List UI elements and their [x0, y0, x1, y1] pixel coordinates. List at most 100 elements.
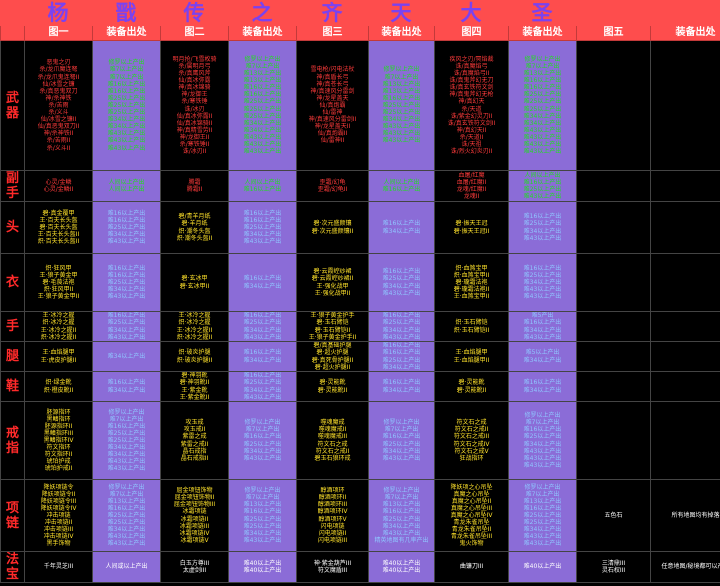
- cell-line: 碧·灵能靴II: [456, 386, 487, 394]
- cell-line: 难16以上产出: [382, 379, 421, 387]
- cell-line: 碧·毛茛法袍: [42, 278, 75, 286]
- cell-line: 符文魔盾III: [317, 567, 348, 574]
- table-cell: 炽·狂风甲 王·狼子黄金甲 碧·毛茛法袍 炽·狂风甲II 王·狼子黄金甲II: [24, 253, 93, 312]
- cell-line: 难25以上产出: [243, 522, 282, 530]
- cell-line: 黑鳍指环: [46, 415, 71, 423]
- cell-line: 难34以上产出: [107, 116, 146, 124]
- cell-line: 所有地图均有掉落: [671, 511, 720, 519]
- cell-line: 杀/真鹰风斧: [178, 70, 211, 78]
- table-cell: 难16以上产出 难16以上产出 难25以上产出 难34以上产出: [368, 341, 435, 372]
- cell-line: 冲击项链III: [43, 526, 74, 534]
- cell-line: 难13以上产出: [243, 501, 282, 509]
- cell-line: 难16以上产出: [243, 433, 282, 441]
- cell-line: 难34以上产出: [523, 526, 562, 534]
- cell-line: 难16以上产出: [523, 504, 562, 512]
- cell-line: 难13以上产出: [382, 501, 421, 509]
- cell-line: 炽·玻炎护腿: [178, 349, 211, 357]
- cell-line: 炽·潮冬头盔II: [176, 234, 213, 242]
- cell-line: 杀/天道: [461, 105, 482, 113]
- cell-line: 王·狼子黄金甲: [39, 271, 78, 279]
- cell-line: 鬼火饰物: [459, 540, 484, 548]
- cell-line: 杀/天道II: [459, 133, 484, 141]
- column-header: 装备出处: [368, 25, 435, 41]
- table-cell: [650, 371, 720, 402]
- title-char: 之: [228, 0, 297, 26]
- cell-line: 千年灵芝III: [43, 563, 74, 571]
- cell-line: 难16以上产出: [523, 213, 562, 221]
- cell-line: 神/龙星盖天II: [314, 123, 351, 131]
- cell-line: 仙/真炮霸: [319, 101, 346, 109]
- cell-line: 难16以上产出: [523, 178, 562, 186]
- cell-line: 胚源指环: [46, 408, 71, 416]
- cell-line: 难34以上产出: [107, 451, 146, 459]
- cell-line: 闪电项链: [320, 522, 345, 530]
- cell-line: 冰霜项链II: [180, 515, 209, 523]
- cell-line: 炽·冰冷之握II: [40, 333, 77, 341]
- cell-line: 王·狼子黄金护手: [310, 312, 355, 320]
- column-header: 装备出处: [228, 25, 297, 41]
- cell-line: 碧·云霞崆纱裙: [313, 268, 352, 276]
- header-corner: [0, 25, 25, 41]
- table-cell: 王·冰冷之握 炽·冰冷之握 王·冰冷之握II 炽·冰冷之握II: [24, 311, 93, 342]
- cell-line: 碧·神羽靴: [181, 372, 208, 380]
- cell-line: 仙/冰雪之镰II: [40, 116, 77, 124]
- cell-line: 碧·超火护腿: [316, 349, 349, 357]
- cell-line: 真魔之心吊坠: [453, 490, 490, 498]
- row-label: 手: [0, 311, 25, 342]
- table-cell: 碧/真基础护腿 碧·超火护腿 碧·真死骨护腿II 碧·超火护腿II: [296, 341, 369, 372]
- column-header: 装备出处: [650, 25, 720, 41]
- cell-line: 难40以上产出: [382, 567, 421, 574]
- table-cell: 噬魂魔戒 噬魂魔戒II 噬魂魔戒III 符文石之戒 符文石之戒II 碧玉石狼环戒: [296, 401, 369, 480]
- cell-line: 难16以上产出: [107, 312, 146, 320]
- row-label: 鞋: [0, 371, 25, 402]
- cell-line: 碧/真基础护腿: [313, 342, 352, 350]
- table-cell: [576, 253, 651, 312]
- cell-line: 难16以上产出: [382, 508, 421, 516]
- cell-line: 诛/天祖: [461, 140, 482, 148]
- cell-line: 神/杀神铁II: [43, 130, 74, 138]
- table-cell: 人间以上产出 难16以上产出 难25以上产出 难43以上产出: [508, 170, 577, 202]
- cell-line: 难7以上产出: [245, 62, 280, 70]
- cell-line: 炽·玉石臂铠II: [453, 326, 490, 334]
- cell-line: 神/真鬼斧幻无枪: [449, 91, 494, 99]
- cell-line: 难25以上产出: [523, 98, 562, 106]
- table-cell: 炽·血煞宝甲 炽·血煞宝甲II 碧·瓏霜法袍 碧·瓏霜法袍II 王·血煞宝甲II: [434, 253, 509, 312]
- cell-line: 精英地图有几率产出: [374, 536, 429, 544]
- table-cell: 五色石: [576, 479, 651, 552]
- cell-line: 醇酒项环III: [317, 501, 348, 509]
- cell-line: 歪霜/幻龟II: [317, 186, 348, 193]
- cell-line: 诛/紫金幻灵刀II: [450, 112, 493, 120]
- cell-line: 疾风之刃/冥焰裁: [449, 55, 494, 63]
- cell-line: 符文指环: [46, 444, 71, 452]
- cell-line: 血屠/红魔: [458, 171, 485, 179]
- cell-line: 难34以上产出: [107, 386, 146, 394]
- table-cell: 白玉方尊III 太虚剑III: [160, 551, 229, 583]
- cell-line: 难25以上产出: [523, 186, 562, 193]
- cell-line: 难13以上产出: [243, 70, 282, 78]
- cell-line: 难16以上产出: [523, 84, 562, 92]
- table-cell: [650, 341, 720, 372]
- table-cell: 难34以上产出: [92, 341, 161, 372]
- cell-line: 符文石之戒V: [454, 447, 489, 455]
- table-cell: 降妖项链令 降妖项链令II 降妖项链令III 降妖项链令IV 冲击项链 冲击项链II 冲击项…: [24, 479, 93, 552]
- table-cell: 碧·神羽靴 碧·神羽靴II 王·紫金靴 王·紫金靴II: [160, 371, 229, 402]
- cell-line: 难16以上产出: [382, 433, 421, 441]
- cell-line: 王·百夫长头盔II: [37, 231, 80, 239]
- cell-line: 神/真幻天II: [456, 126, 487, 134]
- table-cell: 难16以上产出 难25以上产出 难34以上产出 难43以上产出: [228, 371, 297, 402]
- row-label: 武器: [0, 40, 25, 171]
- table-cell: 难5以上产出 难34以上产出: [508, 341, 577, 372]
- cell-line: 难25以上产出: [382, 109, 421, 117]
- cell-line: 仙/真炮霸II: [317, 130, 348, 138]
- cell-line: 难34以上产出: [523, 326, 562, 334]
- cell-line: 难34以上产出: [243, 447, 282, 455]
- cell-line: 炽·血煞宝甲II: [453, 271, 490, 279]
- cell-line: 噬魂魔戒: [320, 419, 345, 427]
- column-header: 图四: [434, 25, 509, 41]
- cell-line: 难16以上产出: [523, 264, 562, 272]
- cell-line: 太虚剑III: [182, 567, 207, 574]
- table-row: 副手心灵/金鳞 心灵/金鳞II 人间以上产出 人间以上产出 腾霜 腾霜II 人间以上产出 难1…: [0, 170, 720, 202]
- column-header: 图二: [160, 25, 229, 41]
- cell-line: 王·血煞宝甲II: [453, 293, 490, 301]
- cell-line: 碧·灵能靴II: [317, 386, 348, 394]
